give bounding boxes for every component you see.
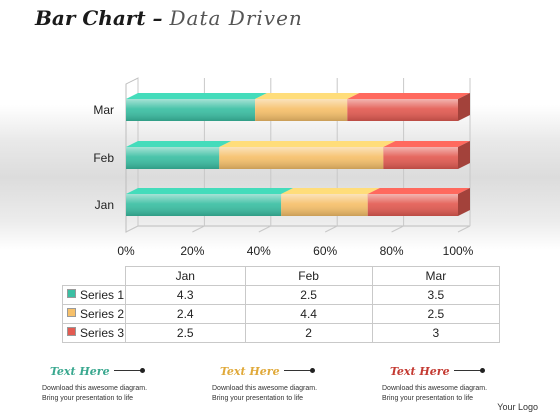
table-row: Series 1 4.3 2.5 3.5: [62, 285, 501, 305]
series-name: Series 3: [80, 326, 125, 340]
bar-shine: [219, 147, 384, 169]
table-cell: 2.5: [371, 304, 501, 324]
table-row: Series 2 2.4 4.4 2.5: [62, 304, 501, 324]
logo-placeholder: Your Logo: [497, 402, 538, 412]
gridline-floor: [457, 225, 471, 233]
text-block-label: Text Here: [220, 365, 280, 378]
table-cell: 2: [244, 323, 373, 343]
desc-line: Download this awesome diagram.: [212, 385, 318, 392]
title-main: Bar Chart: [35, 6, 146, 30]
bar-segment-mar-series-3: [347, 93, 470, 121]
text-block-label: Text Here: [390, 365, 450, 378]
text-block-label: Text Here: [50, 365, 110, 378]
y-tick-label: Feb: [93, 151, 114, 165]
series-2-swatch: [67, 308, 76, 317]
table-row-header: Series 2: [62, 304, 126, 324]
table-cell: 2.4: [125, 304, 246, 324]
x-tick-label: 80%: [380, 244, 404, 258]
connector-line-icon: [113, 368, 145, 374]
y-tick-label: Jan: [95, 198, 114, 212]
bar-top-face: [367, 188, 470, 194]
bar-shine: [347, 99, 458, 121]
bar-top-face: [281, 188, 380, 194]
table-row-header: Series 1: [62, 285, 126, 305]
table-cell: 2.5: [244, 285, 373, 305]
series-name: Series 2: [80, 307, 125, 321]
bar-shine: [126, 194, 282, 216]
bar-segment-feb-series-1: [126, 141, 232, 169]
bar-top-face: [383, 141, 470, 147]
bar-shine: [255, 99, 348, 121]
table-corner: [62, 266, 126, 286]
title-sub: Data Driven: [169, 6, 303, 30]
bar-segment-feb-series-3: [383, 141, 470, 169]
bar-segment-jan-series-3: [367, 188, 470, 216]
title-dash: –: [145, 6, 170, 30]
bar-end-face: [458, 93, 470, 121]
desc-line: Bring your presentation to life: [212, 395, 304, 402]
series-3-swatch: [67, 327, 76, 336]
page-title: Bar Chart – Data Driven: [35, 6, 303, 30]
bar-segment-mar-series-2: [255, 93, 360, 121]
table-row-header: Series 3: [62, 323, 126, 343]
connector-line-icon: [453, 368, 485, 374]
text-block-desc: Download this awesome diagram. Bring you…: [212, 384, 382, 404]
bar-top-face: [347, 93, 470, 99]
table-col-header: Mar: [371, 266, 501, 286]
desc-line: Bring your presentation to life: [382, 395, 474, 402]
bar-shine: [383, 147, 458, 169]
y-tick-label: Mar: [93, 103, 114, 117]
bar-end-face: [458, 188, 470, 216]
bar-end-face: [458, 141, 470, 169]
table-col-header: Feb: [244, 266, 373, 286]
table-row: Series 3 2.5 2 3: [62, 323, 501, 343]
x-tick-label: 20%: [180, 244, 204, 258]
desc-line: Bring your presentation to life: [42, 395, 134, 402]
text-block-1: Text Here Download this awesome diagram.…: [42, 362, 212, 404]
table-cell: 3.5: [371, 285, 501, 305]
table-header-row: Jan Feb Mar: [62, 266, 501, 286]
text-block-desc: Download this awesome diagram. Bring you…: [42, 384, 212, 404]
table-cell: 2.5: [125, 323, 246, 343]
table-cell: 3: [371, 323, 501, 343]
table-cell: 4.4: [244, 304, 373, 324]
bar-top-face: [255, 93, 360, 99]
bar-segment-jan-series-1: [126, 188, 294, 216]
bar-top-face: [126, 93, 268, 99]
x-tick-label: 60%: [313, 244, 337, 258]
x-tick-label: 100%: [443, 244, 474, 258]
bar-segment-mar-series-1: [126, 93, 268, 121]
series-name: Series 1: [80, 288, 125, 302]
desc-line: Download this awesome diagram.: [382, 385, 488, 392]
x-tick-label: 0%: [117, 244, 135, 258]
bar-segment-feb-series-2: [219, 141, 396, 169]
data-table: Jan Feb Mar Series 1 4.3 2.5 3.5 Series …: [62, 266, 501, 343]
bar-shine: [281, 194, 368, 216]
bar-top-face: [126, 141, 232, 147]
connector-line-icon: [283, 368, 315, 374]
bar-segment-jan-series-2: [281, 188, 380, 216]
table-col-header: Jan: [125, 266, 246, 286]
bar-shine: [126, 99, 256, 121]
gridline-floor: [192, 225, 205, 233]
table-cell: 4.3: [125, 285, 246, 305]
text-block-desc: Download this awesome diagram. Bring you…: [382, 384, 552, 404]
bar-shine: [126, 147, 220, 169]
text-block-3: Text Here Download this awesome diagram.…: [382, 362, 552, 404]
bar-top-face: [219, 141, 396, 147]
gridline-floor: [391, 225, 404, 233]
gridline-floor: [324, 225, 338, 233]
gridline-floor: [258, 225, 272, 233]
bar-shine: [367, 194, 458, 216]
series-1-swatch: [67, 289, 76, 298]
x-tick-label: 40%: [247, 244, 271, 258]
text-block-2: Text Here Download this awesome diagram.…: [212, 362, 382, 404]
desc-line: Download this awesome diagram.: [42, 385, 148, 392]
bar-chart: 0% 20% 40% 60% 80% 100% Jan Feb Mar: [93, 77, 474, 258]
bar-top-face: [126, 188, 294, 194]
gridline-floor: [125, 225, 139, 233]
